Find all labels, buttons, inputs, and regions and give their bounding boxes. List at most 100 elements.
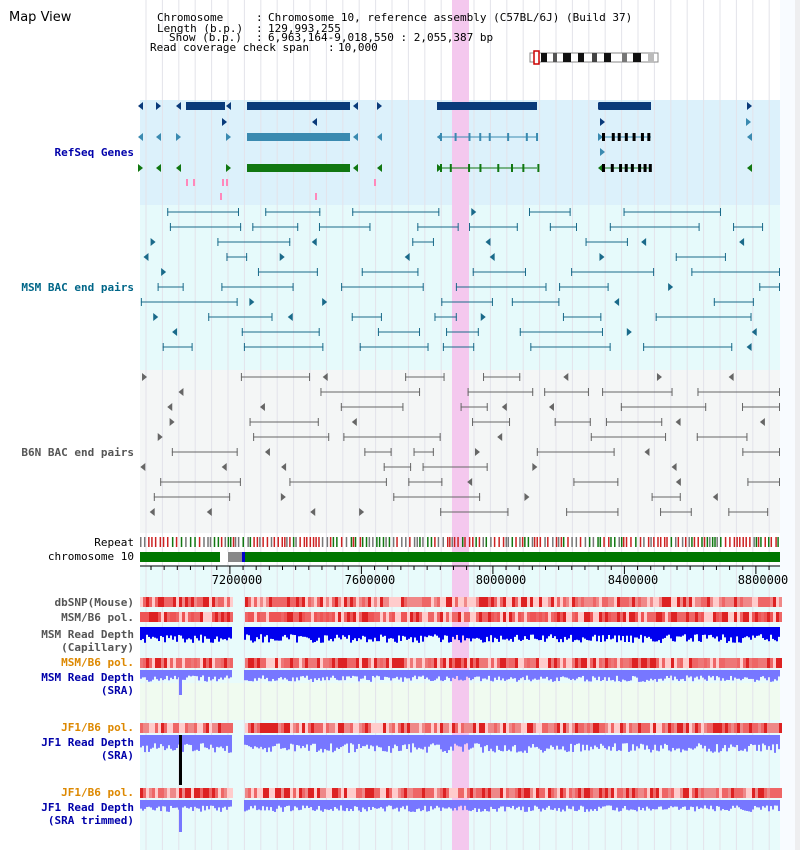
repeat-mark [286, 537, 288, 547]
jf1-sra-depth-bar [142, 735, 144, 746]
jf1-sra-depth-bar [172, 735, 174, 751]
msm-sra-depth-bar [442, 670, 444, 682]
jf1-pol2-heat-cell [341, 788, 344, 798]
track-label-msm-depth-cap[interactable]: MSM Read Depth [41, 628, 134, 641]
jf1-trim-depth-bar [448, 800, 450, 808]
refseq-gene-arrow [600, 148, 605, 156]
jf1-pol2-heat-cell [449, 788, 452, 798]
jf1-trim-depth-bar [636, 800, 638, 812]
jf1-pol-heat-cell [467, 723, 470, 733]
b6n-bac-end [340, 403, 342, 411]
msm-capillary-depth-bar [770, 627, 772, 635]
dbsnp-heat-cell [440, 597, 443, 607]
jf1-trim-depth-bar [194, 800, 196, 807]
track-label-jf1-depth-sra[interactable]: JF1 Read Depth [41, 736, 134, 749]
msm-pol-heat-cell [365, 612, 368, 622]
jf1-pol2-heat-cell [602, 788, 605, 798]
msm-sra-depth-bar [702, 670, 704, 678]
msm-sra-depth-bar [756, 670, 758, 680]
msm-capillary-depth-bar [752, 627, 754, 636]
msm-capillary-depth-bar [140, 627, 142, 641]
msm-capillary-depth-bar [510, 627, 512, 639]
track-label-msm-pol-2[interactable]: MSM/B6 pol. [61, 656, 134, 669]
jf1-pol2-heat-cell [503, 788, 506, 798]
msm-sra-depth-bar [568, 670, 570, 679]
jf1-sra-depth-bar [650, 735, 652, 753]
msm-pol2-heat-cell [512, 658, 515, 668]
jf1-pol-heat-cell [560, 723, 563, 733]
jf1-trim-depth-bar [486, 800, 488, 812]
jf1-trim-depth-bar [628, 800, 630, 811]
refseq-exon [611, 133, 615, 141]
track-label-dbsnp[interactable]: dbSNP(Mouse) [54, 596, 134, 609]
jf1-sra-depth-bar [252, 735, 254, 749]
jf1-sra-depth-bar [466, 735, 468, 744]
track-label-msm-pol[interactable]: MSM/B6 pol. [61, 611, 134, 624]
msm-pol-heat-cell [380, 612, 383, 622]
jf1-pol-heat-cell [575, 723, 578, 733]
dbsnp-heat-cell [515, 597, 518, 607]
jf1-trim-depth-bar [760, 800, 762, 810]
repeat-mark [249, 537, 252, 547]
jf1-sra-depth-bar [558, 735, 560, 750]
track-label-jf1-pol[interactable]: JF1/B6 pol. [61, 721, 134, 734]
msm-pol2-heat-cell [269, 658, 272, 668]
track-label-b6n-bac[interactable]: B6N BAC end pairs [21, 446, 134, 459]
jf1-pol-heat-cell [347, 723, 350, 733]
msm-capillary-depth-bar [378, 627, 380, 642]
jf1-trim-depth-bar [226, 800, 228, 810]
track-label-chromosome[interactable]: chromosome 10 [47, 550, 134, 563]
info-length-label: Length (b.p.) [157, 22, 244, 35]
msm-pol-heat-cell [470, 612, 473, 622]
msm-capillary-depth-bar [458, 627, 460, 641]
jf1-sra-depth-bar [752, 735, 754, 746]
msm-sra-depth-bar [698, 670, 700, 680]
ideogram-position-outline [533, 50, 540, 65]
msm-capillary-depth-bar [298, 627, 300, 637]
jf1-pol2-heat-cell [140, 788, 143, 798]
chromosome-ideogram-icon[interactable] [529, 50, 659, 65]
dbsnp-heat-cell [644, 597, 647, 607]
jf1-trim-depth-bar [648, 800, 650, 809]
dbsnp-heat-cell [368, 597, 371, 607]
repeat-mark [419, 537, 421, 547]
msm-pol-heat-cell [431, 612, 434, 622]
jf1-sra-depth-bar [462, 735, 464, 752]
msm-pol-heat-cell [200, 612, 203, 622]
jf1-trim-depth-bar [510, 800, 512, 809]
track-label-msm-bac[interactable]: MSM BAC end pairs [21, 281, 134, 294]
jf1-pol2-heat-cell [272, 788, 275, 798]
jf1-pol-heat-cell [401, 723, 404, 733]
msm-capillary-depth-bar [342, 627, 344, 636]
b6n-bac-end-arrow [206, 508, 212, 516]
b6n-bac-end [590, 433, 592, 441]
jf1-trim-depth-bar [646, 800, 648, 807]
jf1-sra-depth-bar [184, 735, 186, 745]
jf1-pol2-heat-cell [608, 788, 611, 798]
msm-pol2-heat-cell [287, 658, 290, 668]
jf1-trim-depth-bar [538, 800, 540, 809]
b6n-bac-end [690, 508, 692, 516]
msm-sra-depth-bar [668, 670, 670, 678]
dbsnp-heat-cell [626, 597, 629, 607]
jf1-trim-depth-bar [750, 800, 752, 812]
msm-pol2-heat-cell [170, 658, 173, 668]
track-label-repeat[interactable]: Repeat [94, 536, 134, 549]
track-label-jf1-pol-2[interactable]: JF1/B6 pol. [61, 786, 134, 799]
msm-pol-heat-cell [557, 612, 560, 622]
jf1-trim-depth-bar [466, 800, 468, 810]
track-label-msm-depth-sra[interactable]: MSM Read Depth [41, 671, 134, 684]
jf1-pol-heat-cell [269, 723, 272, 733]
jf1-pol2-heat-cell [641, 788, 644, 798]
msm-sra-depth-bar [558, 670, 560, 682]
track-label-refseq[interactable]: RefSeq Genes [54, 146, 134, 159]
msm-bac-end [297, 223, 299, 231]
dbsnp-heat-cell [392, 597, 395, 607]
msm-pol-heat-cell [170, 612, 173, 622]
jf1-trim-depth-bar [606, 800, 608, 806]
jf1-trim-depth-bar [524, 800, 526, 812]
msm-bac-end [191, 343, 193, 351]
track-label-jf1-depth-trim[interactable]: JF1 Read Depth [41, 801, 134, 814]
